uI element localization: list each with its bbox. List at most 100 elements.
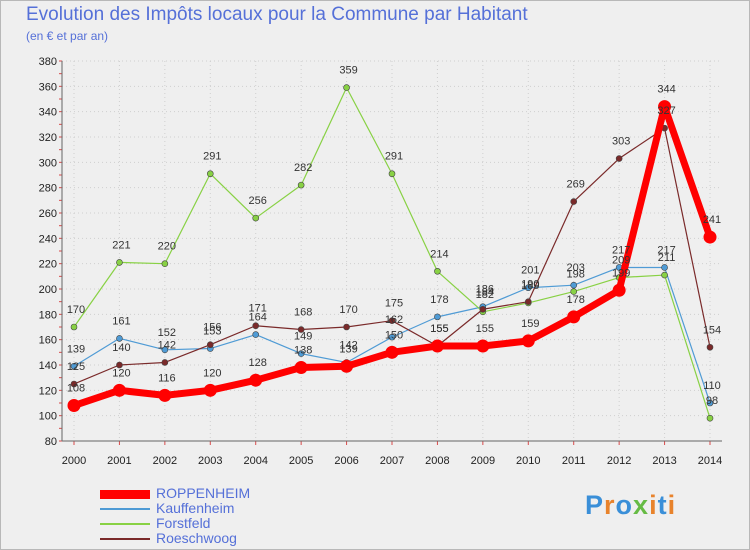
data-label-roppenheim: 128	[249, 357, 267, 369]
legend-swatch-roeschwoog	[100, 538, 150, 540]
data-label-kauffenheim: 164	[249, 312, 267, 324]
data-label-forstfeld: 282	[294, 162, 312, 174]
data-point-kauffenheim	[297, 350, 305, 357]
data-label-roeschwoog: 170	[339, 304, 357, 316]
legend-label-roppenheim: ROPPENHEIM	[156, 485, 251, 501]
logo-letter: i	[667, 490, 677, 520]
x-tick-label: 2006	[334, 455, 358, 467]
data-label-forstfeld: 209	[612, 255, 630, 267]
y-tick-label: 240	[39, 233, 57, 245]
x-tick-label: 2009	[471, 455, 495, 467]
data-label-forstfeld: 211	[658, 252, 676, 264]
x-tick-label: 2003	[198, 455, 222, 467]
data-point-roeschwoog	[252, 322, 260, 330]
data-label-forstfeld: 98	[706, 395, 718, 407]
data-point-roeschwoog	[706, 343, 714, 351]
data-point-roppenheim	[385, 345, 399, 359]
legend: ROPPENHEIM Kauffenheim Forstfeld Roeschw…	[100, 486, 320, 546]
data-point-kauffenheim	[116, 335, 123, 342]
x-tick-label: 2005	[289, 455, 313, 467]
data-label-kauffenheim: 217	[657, 244, 675, 256]
data-point-roeschwoog	[388, 317, 396, 324]
legend-item-roeschwoog: Roeschwoog	[100, 531, 320, 546]
y-tick-label: 160	[39, 335, 57, 347]
logo-letter: i	[649, 490, 658, 520]
data-label-roppenheim: 139	[339, 343, 357, 355]
legend-item-forstfeld: Forstfeld	[100, 516, 320, 531]
data-point-roppenheim	[67, 399, 81, 413]
data-point-kauffenheim	[706, 399, 714, 407]
data-label-forstfeld: 170	[67, 304, 85, 316]
data-label-kauffenheim: 139	[67, 343, 85, 355]
data-label-forstfeld: 189	[521, 280, 539, 292]
x-tick-label: 2000	[62, 455, 86, 467]
y-tick-label: 300	[39, 157, 57, 169]
data-label-roeschwoog: 168	[294, 307, 312, 319]
logo-letter: r	[604, 490, 616, 520]
data-label-forstfeld: 198	[567, 269, 585, 281]
data-label-roeschwoog: 140	[112, 342, 130, 354]
data-point-roppenheim	[340, 359, 354, 373]
y-tick-label: 120	[39, 385, 57, 397]
data-label-kauffenheim: 186	[476, 284, 494, 296]
data-label-roeschwoog: 303	[612, 136, 630, 148]
legend-swatch-forstfeld	[100, 523, 150, 525]
data-point-kauffenheim	[434, 313, 441, 321]
data-label-roppenheim: 178	[567, 294, 585, 306]
data-point-kauffenheim	[161, 346, 169, 354]
x-tick-label: 2008	[425, 455, 449, 467]
data-label-roppenheim: 120	[112, 367, 130, 379]
data-label-roppenheim: 138	[294, 345, 312, 357]
data-label-kauffenheim: 162	[385, 314, 403, 326]
y-tick-label: 380	[39, 56, 57, 68]
y-tick-label: 220	[39, 259, 57, 271]
data-label-forstfeld: 214	[430, 248, 448, 260]
data-label-roppenheim: 108	[67, 383, 85, 395]
data-label-forstfeld: 291	[203, 151, 221, 163]
data-point-roeschwoog	[116, 361, 123, 369]
data-label-roppenheim: 241	[703, 214, 721, 226]
data-point-roppenheim	[249, 373, 263, 387]
data-point-forstfeld	[116, 259, 123, 266]
x-tick-label: 2001	[107, 455, 131, 467]
logo-letter: t	[657, 490, 668, 520]
x-tick-label: 2013	[652, 455, 676, 467]
data-point-roeschwoog	[206, 341, 214, 349]
data-point-forstfeld	[161, 260, 169, 267]
data-label-roppenheim: 116	[158, 372, 176, 384]
legend-label-kauffenheim: Kauffenheim	[156, 500, 235, 516]
legend-label-roeschwoog: Roeschwoog	[156, 530, 237, 546]
y-tick-label: 100	[39, 411, 57, 423]
data-point-forstfeld	[434, 267, 441, 275]
legend-swatch-roppenheim	[100, 489, 150, 499]
x-tick-label: 2012	[607, 455, 631, 467]
data-point-roeschwoog	[297, 326, 305, 333]
data-point-roppenheim	[703, 230, 717, 244]
y-tick-label: 140	[39, 360, 57, 372]
data-label-kauffenheim: 153	[203, 326, 221, 338]
data-point-roppenheim	[567, 310, 581, 324]
data-label-kauffenheim: 203	[567, 262, 585, 274]
y-tick-label: 280	[39, 183, 57, 195]
data-label-forstfeld: 291	[385, 151, 403, 163]
data-label-forstfeld: 220	[158, 241, 176, 253]
data-label-roeschwoog: 175	[385, 298, 403, 310]
data-label-roeschwoog: 184	[476, 286, 494, 298]
data-label-kauffenheim: 201	[521, 265, 539, 277]
data-point-forstfeld	[661, 271, 668, 279]
data-point-roeschwoog	[479, 305, 487, 313]
x-tick-label: 2002	[153, 455, 177, 467]
data-point-roppenheim	[658, 100, 672, 114]
y-tick-label: 320	[39, 132, 57, 144]
legend-item-kauffenheim: Kauffenheim	[100, 501, 320, 516]
y-tick-label: 200	[39, 284, 57, 296]
data-point-roppenheim	[112, 383, 126, 397]
data-label-roppenheim: 155	[430, 323, 448, 335]
data-label-kauffenheim: 142	[339, 339, 357, 351]
data-point-roeschwoog	[524, 298, 532, 305]
y-tick-label: 360	[39, 81, 57, 93]
data-label-roppenheim: 199	[612, 267, 630, 279]
data-label-kauffenheim: 152	[158, 327, 176, 339]
data-label-roppenheim: 159	[521, 318, 539, 330]
